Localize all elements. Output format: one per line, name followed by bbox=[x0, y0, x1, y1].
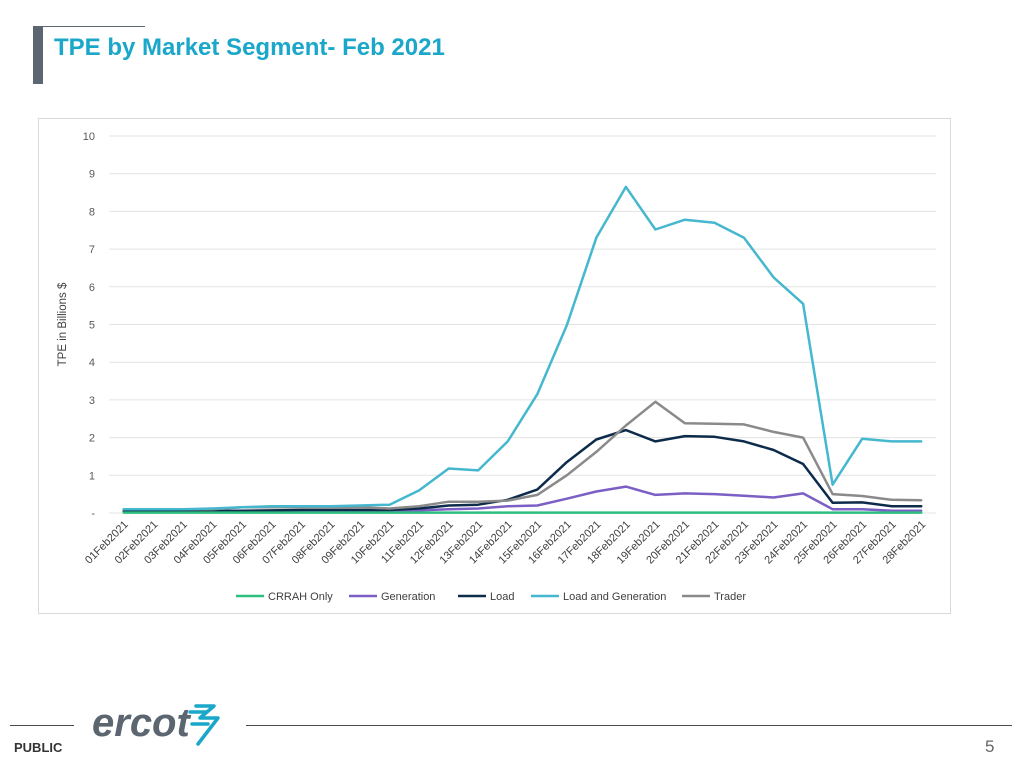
y-tick-label: 2 bbox=[89, 433, 95, 445]
chart-frame: -1 2 3 4 5 6 7 8 9 10 TPE in Billions $01Feb2021 02… bbox=[38, 118, 951, 614]
y-tick-label: 3 bbox=[89, 395, 95, 407]
y-tick-label: 7 bbox=[89, 244, 95, 256]
legend-label-trader: Trader bbox=[714, 591, 746, 603]
legend-label-load: Load bbox=[490, 591, 514, 603]
y-tick-label: 8 bbox=[89, 206, 95, 218]
classification-label: PUBLIC bbox=[14, 740, 63, 755]
title-accent-rule bbox=[43, 26, 145, 27]
legend-label-crrah: CRRAH Only bbox=[268, 591, 333, 603]
page-number: 5 bbox=[985, 737, 995, 756]
y-tick-label: 4 bbox=[89, 357, 95, 369]
slide-title: TPE by Market Segment- Feb 2021 bbox=[54, 34, 445, 61]
y-axis-label: TPE in Billions $ bbox=[57, 282, 69, 366]
y-tick-label: 10 bbox=[83, 131, 95, 143]
footer-rule-right bbox=[246, 725, 1012, 726]
series-line-load_and_generation bbox=[122, 185, 923, 511]
y-tick-label: 5 bbox=[89, 320, 95, 332]
legend-label-generation: Generation bbox=[381, 591, 435, 603]
series-line-load bbox=[122, 428, 923, 513]
ercot-logo-text: ercot bbox=[92, 701, 191, 745]
y-tick-label: 6 bbox=[89, 282, 95, 294]
y-tick-label: 9 bbox=[89, 169, 95, 181]
y-tick-label: 1 bbox=[89, 470, 95, 482]
ercot-lightning-icon bbox=[188, 704, 220, 746]
y-tick-label: - bbox=[91, 508, 95, 520]
title-accent-bar bbox=[33, 26, 43, 84]
footer-rule-left bbox=[10, 725, 74, 726]
legend-label-load_and_generation: Load and Generation bbox=[563, 591, 666, 603]
ercot-logo: ercot bbox=[92, 698, 232, 756]
